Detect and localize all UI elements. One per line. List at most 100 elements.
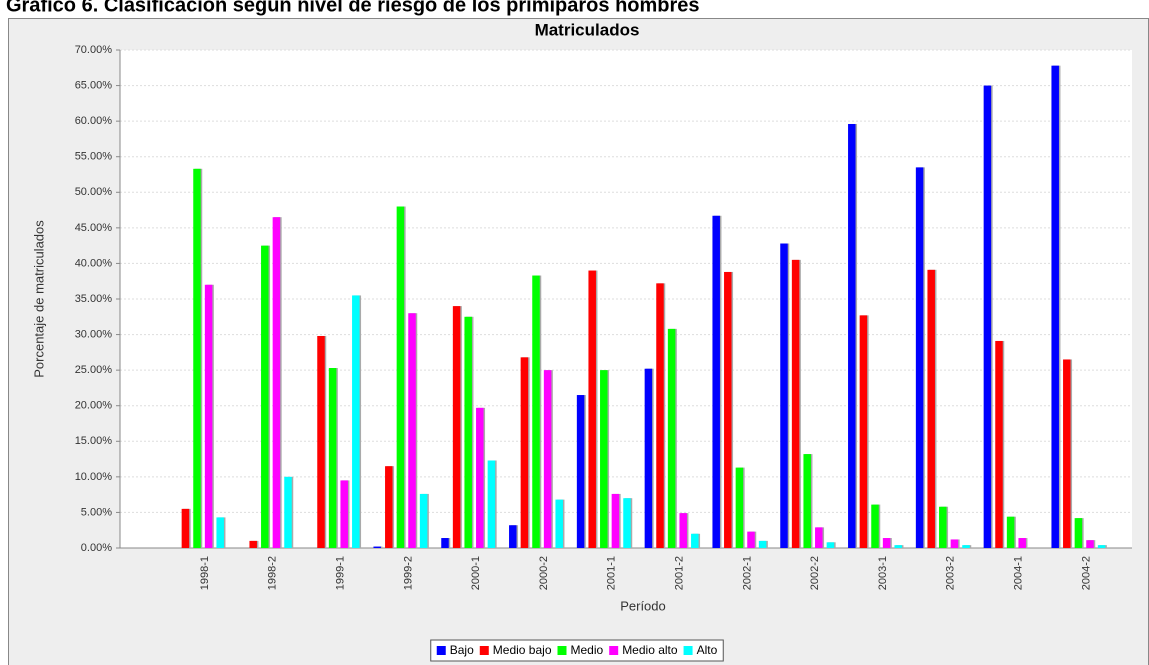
x-tick-label: 2001-2	[674, 556, 686, 590]
bar	[691, 533, 699, 548]
caption: Gráfico 6. Clasificación según nivel de …	[6, 0, 700, 16]
bar	[1086, 540, 1094, 548]
bar	[328, 368, 337, 548]
bar	[520, 357, 529, 548]
bar	[193, 168, 201, 548]
bar	[962, 545, 970, 548]
legend-swatch	[436, 646, 446, 655]
bar	[780, 243, 788, 548]
bar	[476, 407, 484, 548]
bar	[1063, 359, 1071, 548]
bar	[915, 167, 924, 548]
bar	[1018, 538, 1026, 548]
x-tick-label: 2004-1	[1013, 556, 1025, 590]
bar	[261, 245, 269, 548]
chart-title: Matriculados	[535, 20, 640, 39]
bar	[758, 540, 767, 548]
bar	[1074, 518, 1083, 548]
legend-label: Medio alto	[622, 643, 678, 657]
y-tick-label: 25.00%	[75, 364, 113, 376]
bar	[882, 538, 891, 548]
bar	[272, 217, 281, 548]
y-tick-label: 5.00%	[81, 506, 112, 518]
bar	[373, 546, 381, 548]
y-axis-label: Porcentaje de matriculados	[31, 220, 46, 378]
bar	[509, 525, 517, 548]
x-tick-label: 1998-2	[267, 556, 279, 590]
bar	[543, 370, 552, 548]
bar	[487, 460, 496, 548]
legend-swatch	[557, 646, 567, 655]
y-tick-label: 45.00%	[75, 222, 113, 234]
bar	[791, 259, 800, 548]
bar	[644, 368, 653, 548]
bar	[803, 454, 811, 548]
bar	[576, 395, 585, 548]
y-tick-label: 30.00%	[75, 328, 113, 340]
bar	[216, 517, 224, 548]
y-tick-label: 40.00%	[75, 257, 113, 269]
bar	[724, 271, 732, 548]
bar	[667, 328, 676, 548]
bar	[815, 527, 823, 548]
bar	[747, 531, 755, 548]
bar	[927, 269, 935, 548]
x-tick-label: 2004-2	[1080, 556, 1092, 590]
legend-swatch	[479, 646, 489, 655]
bar	[464, 316, 472, 548]
y-tick-label: 65.00%	[75, 79, 113, 91]
x-axis-label: Período	[620, 598, 666, 613]
bar	[352, 295, 360, 548]
bar	[204, 284, 213, 548]
legend-label: Bajo	[450, 643, 474, 657]
bar	[611, 493, 620, 548]
x-tick-label: 2000-2	[538, 556, 550, 590]
y-tick-label: 0.00%	[81, 542, 112, 554]
y-tick-label: 50.00%	[75, 186, 113, 198]
bar	[995, 340, 1003, 548]
bar	[181, 508, 190, 548]
bar	[555, 499, 563, 548]
x-tick-label: 2003-2	[945, 556, 957, 590]
x-tick-label: 2002-2	[809, 556, 821, 590]
x-tick-label: 1999-2	[402, 556, 414, 590]
bar	[859, 315, 868, 548]
bar	[284, 476, 292, 548]
bar	[600, 370, 608, 548]
bar	[317, 335, 325, 548]
bar	[848, 123, 856, 548]
x-tick-label: 2002-1	[741, 556, 753, 590]
y-tick-label: 20.00%	[75, 400, 113, 412]
bar	[983, 85, 992, 549]
legend-label: Medio bajo	[493, 643, 552, 657]
bar	[656, 283, 664, 548]
x-tick-label: 2001-1	[606, 556, 618, 590]
bar	[249, 540, 257, 548]
legend-label: Medio	[571, 643, 604, 657]
bar	[408, 313, 416, 548]
y-tick-label: 60.00%	[75, 115, 113, 127]
bar	[679, 513, 687, 548]
bar	[532, 275, 540, 548]
bar	[1006, 516, 1015, 548]
x-tick-label: 2003-1	[877, 556, 889, 590]
bar	[340, 480, 348, 548]
x-tick-label: 2000-1	[470, 556, 482, 590]
bar	[735, 467, 744, 548]
bar	[939, 506, 947, 548]
bar	[441, 538, 449, 548]
y-tick-label: 35.00%	[75, 293, 113, 305]
bar	[826, 542, 835, 548]
legend-box	[430, 639, 724, 662]
legend-swatch	[609, 646, 619, 655]
legend-label: Alto	[697, 643, 718, 657]
bar	[419, 493, 428, 548]
bar	[452, 306, 461, 548]
bar	[396, 206, 405, 548]
bar	[712, 215, 720, 548]
y-tick-label: 10.00%	[75, 471, 113, 483]
x-tick-label: 1999-1	[335, 556, 347, 590]
bar	[385, 466, 393, 548]
legend-swatch	[683, 646, 693, 655]
